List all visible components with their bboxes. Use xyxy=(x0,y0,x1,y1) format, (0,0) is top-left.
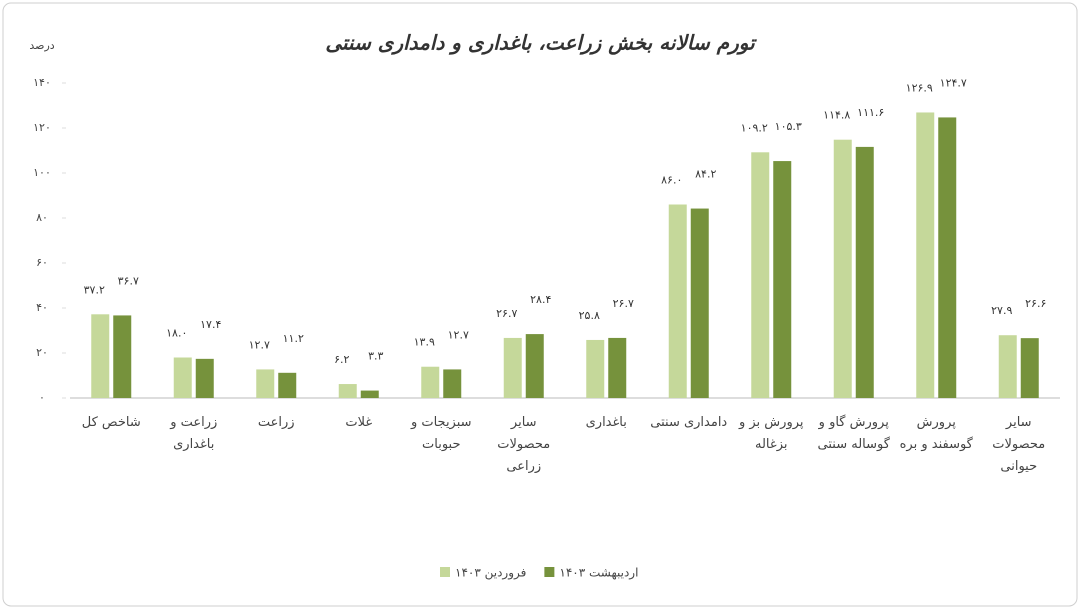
y-tick-label: ۱۴۰ xyxy=(33,76,51,89)
bar xyxy=(278,372,297,398)
y-tick-label: ۶۰ xyxy=(36,256,48,269)
bar xyxy=(503,337,522,398)
data-label: ۳۷.۲ xyxy=(84,283,105,296)
x-tick-label: پرورش بز و بزغاله xyxy=(738,415,804,452)
x-tick-label: سبزیجات و حبوبات xyxy=(410,415,472,452)
data-label: ۸۴.۲ xyxy=(695,168,716,181)
legend-label: فروردین ۱۴۰۳ xyxy=(455,566,526,581)
legend-swatch xyxy=(544,567,555,577)
data-label: ۸۶.۰ xyxy=(661,174,682,187)
data-label: ۱۰۹.۲ xyxy=(741,121,768,134)
data-label: ۱۳.۹ xyxy=(414,336,435,349)
bar xyxy=(916,112,935,398)
x-tick-label: شاخص کل xyxy=(81,415,141,430)
x-tick-label: دامداری سنتی xyxy=(650,415,728,430)
data-label: ۲۶.۷ xyxy=(496,307,517,320)
bar xyxy=(421,366,440,398)
y-tick-label: ۲۰ xyxy=(36,346,48,359)
data-label: ۲۵.۸ xyxy=(579,309,600,322)
bar xyxy=(525,334,544,398)
x-tick-label: زراعت xyxy=(257,415,295,430)
data-label: ۱۱۱.۶ xyxy=(857,106,884,119)
data-label: ۱۱.۲ xyxy=(283,332,304,345)
data-label: ۲۸.۴ xyxy=(530,293,551,306)
bar xyxy=(360,390,379,398)
data-label: ۲۷.۹ xyxy=(991,304,1012,317)
y-tick-label: ۴۰ xyxy=(36,301,48,314)
data-label: ۱۸.۰ xyxy=(166,327,187,340)
bar xyxy=(91,314,110,398)
bar xyxy=(256,369,275,398)
data-label: ۱۲۴.۷ xyxy=(940,76,967,89)
bar xyxy=(195,358,214,398)
y-axis-label: درصد xyxy=(29,39,54,52)
bar xyxy=(690,208,709,398)
x-tick-label: باغداری xyxy=(585,415,627,430)
data-label: ۳.۳ xyxy=(368,350,383,363)
x-tick-label: پرورش گوسفند و بره xyxy=(899,415,973,452)
data-label: ۱۲.۷ xyxy=(249,338,270,351)
y-tick-label: ۰ xyxy=(39,391,45,404)
data-label: ۱۲.۷ xyxy=(448,328,469,341)
bar xyxy=(938,117,957,399)
bar xyxy=(751,152,770,398)
legend-swatch xyxy=(440,567,450,577)
bar xyxy=(443,369,462,398)
bar xyxy=(1020,338,1039,398)
data-label: ۱۲۶.۹ xyxy=(906,81,933,94)
bar xyxy=(338,384,357,398)
bar xyxy=(173,357,192,398)
data-label: ۱۱۴.۸ xyxy=(823,109,850,122)
x-tick-label: زراعت و باغداری xyxy=(170,415,218,452)
bar xyxy=(113,315,132,398)
data-label: ۲۶.۷ xyxy=(613,297,634,310)
y-tick-label: ۱۰۰ xyxy=(33,166,51,179)
bar xyxy=(773,161,792,398)
chart-title: تورم سالانه بخش زراعت، باغداری و دامداری… xyxy=(325,31,757,56)
bar xyxy=(586,339,605,398)
bar xyxy=(855,146,874,398)
legend-label: اردیبهشت ۱۴۰۳ xyxy=(559,566,638,581)
bar xyxy=(668,204,687,398)
x-tick-label: پرورش گاو و گوساله سنتی xyxy=(817,415,890,452)
x-tick-label: سایر محصولات حیوانی xyxy=(992,415,1046,474)
data-label: ۱۷.۴ xyxy=(200,318,221,331)
y-tick-label: ۱۲۰ xyxy=(33,121,51,134)
x-tick-label: سایر محصولات زراعی xyxy=(497,415,551,474)
data-label: ۳۶.۷ xyxy=(118,274,139,287)
bar xyxy=(833,139,852,398)
y-tick-label: ۸۰ xyxy=(36,211,48,224)
x-tick-label: غلات xyxy=(345,415,373,430)
data-label: ۱۰۵.۳ xyxy=(775,120,802,133)
bar xyxy=(608,337,627,398)
data-label: ۶.۲ xyxy=(334,353,349,366)
bar xyxy=(998,335,1017,398)
data-label: ۲۶.۶ xyxy=(1025,297,1046,310)
